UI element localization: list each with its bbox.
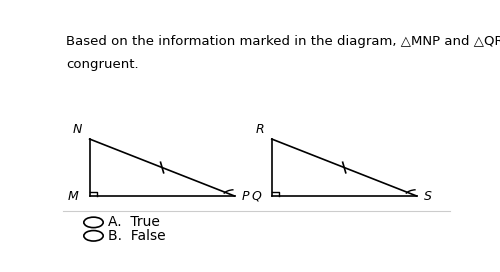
Text: Based on the information marked in the diagram, △MNP and △QRS must be: Based on the information marked in the d… <box>66 35 500 48</box>
Text: B.  False: B. False <box>108 229 166 243</box>
Text: N: N <box>72 123 82 136</box>
Text: M: M <box>68 190 79 202</box>
Text: S: S <box>424 190 432 202</box>
Text: congruent.: congruent. <box>66 58 139 71</box>
Text: Q: Q <box>251 190 261 202</box>
Text: P: P <box>242 190 249 202</box>
Text: R: R <box>256 123 264 136</box>
Text: A.  True: A. True <box>108 215 160 229</box>
